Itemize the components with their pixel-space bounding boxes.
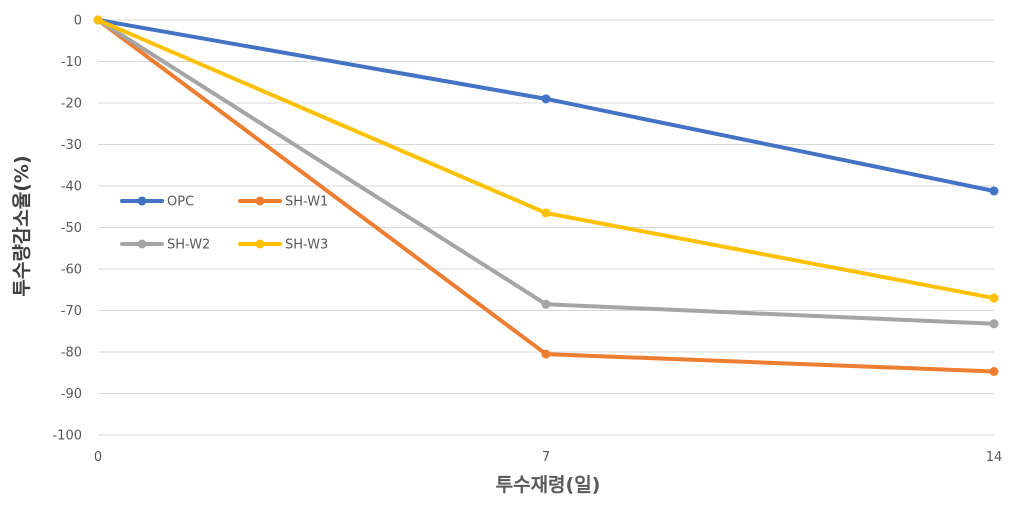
series-lines [93, 15, 999, 377]
legend-marker [137, 239, 147, 249]
data-point [989, 186, 999, 196]
data-point [541, 299, 551, 309]
y-tick-label: -60 [61, 263, 82, 278]
x-tick-label: 7 [542, 450, 550, 465]
x-tick-label: 0 [94, 450, 102, 465]
y-tick-label: -30 [61, 138, 82, 153]
y-tick-label: -50 [61, 221, 82, 236]
legend-label: SH-W3 [285, 238, 328, 253]
data-point [989, 319, 999, 329]
y-tick-label: 0 [74, 14, 82, 29]
x-axis-title: 투수재령(일) [496, 474, 601, 496]
legend-marker [255, 239, 265, 249]
legend-label: SH-W2 [167, 238, 210, 253]
legend-marker [137, 196, 147, 206]
y-tick-label: -80 [61, 346, 82, 361]
y-axis-title: 투수량감소율(%) [11, 155, 33, 296]
legend-marker [255, 196, 265, 206]
y-tick-label: -10 [61, 55, 82, 70]
series-line-SH-W2 [96, 18, 996, 326]
legend-label: OPC [167, 195, 194, 210]
y-tick-label: -90 [61, 387, 82, 402]
y-tick-label: -40 [61, 180, 82, 195]
legend: OPC SH-W1 SH-W2 SH-W3 [120, 195, 328, 253]
data-point [541, 94, 551, 104]
y-tick-label: -100 [52, 429, 82, 444]
x-tick-labels: 0 7 14 [94, 450, 1002, 465]
x-tick-label: 14 [986, 450, 1003, 465]
data-point [989, 293, 999, 303]
gridlines [98, 19, 994, 436]
data-point [541, 349, 551, 359]
y-tick-label: -20 [61, 97, 82, 112]
y-tick-label: -70 [61, 304, 82, 319]
y-tick-labels: 0 -10 -20 -30 -40 -50 -60 -70 -80 -90 -100 [52, 14, 82, 444]
data-point [541, 208, 551, 218]
data-point [989, 367, 999, 377]
legend-label: SH-W1 [285, 195, 328, 210]
data-point [93, 15, 103, 25]
